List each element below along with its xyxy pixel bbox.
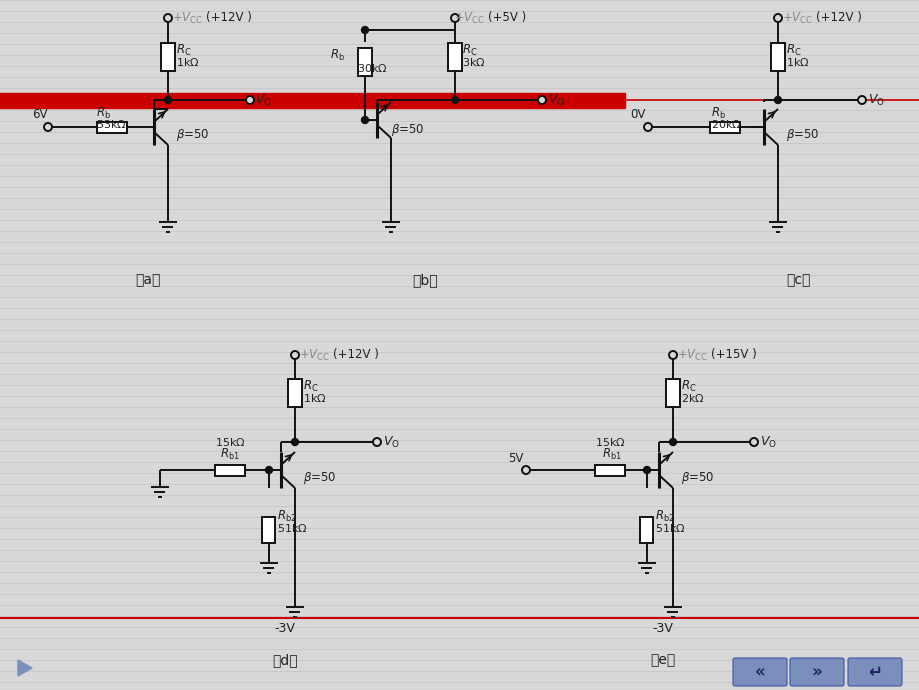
Text: $+V_{\rm CC}$: $+V_{\rm CC}$ bbox=[453, 10, 484, 26]
Text: （b）: （b） bbox=[412, 273, 437, 287]
Text: -3V: -3V bbox=[274, 622, 295, 635]
Bar bbox=[215, 464, 244, 475]
Text: (+12V ): (+12V ) bbox=[815, 12, 861, 25]
Text: $V_{\rm O}$: $V_{\rm O}$ bbox=[867, 92, 884, 108]
Text: $\beta$=50: $\beta$=50 bbox=[680, 470, 714, 486]
Text: (+5V ): (+5V ) bbox=[487, 12, 526, 25]
Circle shape bbox=[643, 123, 652, 131]
Bar bbox=[262, 517, 275, 543]
Polygon shape bbox=[18, 660, 32, 676]
Text: $R_{\rm b}$: $R_{\rm b}$ bbox=[710, 106, 725, 121]
Text: $\beta$=50: $\beta$=50 bbox=[176, 127, 210, 143]
Text: 30k$\Omega$: 30k$\Omega$ bbox=[357, 62, 387, 74]
Text: $+V_{\rm CC}$: $+V_{\rm CC}$ bbox=[781, 10, 812, 26]
Circle shape bbox=[774, 97, 780, 104]
Text: $R_{\rm C}$: $R_{\rm C}$ bbox=[461, 43, 477, 57]
Circle shape bbox=[372, 438, 380, 446]
Text: -3V: -3V bbox=[652, 622, 673, 635]
Text: （e）: （e） bbox=[650, 653, 675, 667]
Text: $+V_{\rm CC}$: $+V_{\rm CC}$ bbox=[299, 348, 330, 362]
Circle shape bbox=[245, 96, 254, 104]
Bar bbox=[96, 121, 127, 132]
Text: (+12V ): (+12V ) bbox=[333, 348, 379, 362]
Bar bbox=[665, 379, 679, 407]
Text: 51k$\Omega$: 51k$\Omega$ bbox=[654, 522, 685, 534]
Circle shape bbox=[669, 439, 675, 446]
Text: (+12V ): (+12V ) bbox=[206, 12, 252, 25]
Bar bbox=[357, 48, 371, 76]
FancyBboxPatch shape bbox=[732, 658, 786, 686]
Text: $R_{\rm b2}$: $R_{\rm b2}$ bbox=[277, 509, 297, 524]
Text: 1k$\Omega$: 1k$\Omega$ bbox=[785, 56, 809, 68]
Circle shape bbox=[291, 439, 298, 446]
Text: $+V_{\rm CC}$: $+V_{\rm CC}$ bbox=[172, 10, 203, 26]
Text: （a）: （a） bbox=[135, 273, 161, 287]
Circle shape bbox=[361, 26, 369, 34]
Circle shape bbox=[773, 14, 781, 22]
Bar bbox=[288, 379, 301, 407]
Circle shape bbox=[521, 466, 529, 474]
Text: 51k$\Omega$: 51k$\Omega$ bbox=[277, 522, 307, 534]
Text: 3k$\Omega$: 3k$\Omega$ bbox=[461, 56, 485, 68]
Text: $R_{\rm b1}$: $R_{\rm b1}$ bbox=[220, 446, 240, 462]
Text: 6V: 6V bbox=[32, 108, 48, 121]
Bar bbox=[595, 464, 624, 475]
Text: 2k$\Omega$: 2k$\Omega$ bbox=[680, 392, 704, 404]
Text: 20k$\Omega$: 20k$\Omega$ bbox=[710, 118, 741, 130]
Text: $V_{\rm O}$: $V_{\rm O}$ bbox=[382, 435, 400, 450]
Bar bbox=[640, 517, 652, 543]
Circle shape bbox=[450, 14, 459, 22]
Text: $V_{\rm O}$: $V_{\rm O}$ bbox=[255, 92, 272, 108]
Circle shape bbox=[290, 351, 299, 359]
Text: 15k$\Omega$: 15k$\Omega$ bbox=[215, 436, 245, 448]
FancyBboxPatch shape bbox=[847, 658, 901, 686]
Text: $V_{\rm O}$: $V_{\rm O}$ bbox=[548, 92, 564, 108]
Circle shape bbox=[164, 14, 172, 22]
Text: (+15V ): (+15V ) bbox=[710, 348, 756, 362]
Text: （c）: （c） bbox=[785, 273, 810, 287]
Circle shape bbox=[451, 97, 458, 104]
Text: $R_{\rm C}$: $R_{\rm C}$ bbox=[176, 43, 191, 57]
Circle shape bbox=[668, 351, 676, 359]
Bar bbox=[770, 43, 784, 71]
Text: $R_{\rm C}$: $R_{\rm C}$ bbox=[302, 378, 318, 393]
FancyBboxPatch shape bbox=[789, 658, 843, 686]
Circle shape bbox=[538, 96, 545, 104]
Text: $R_{\rm b1}$: $R_{\rm b1}$ bbox=[601, 446, 621, 462]
Text: $R_{\rm b}$: $R_{\rm b}$ bbox=[96, 106, 111, 121]
Text: 1k$\Omega$: 1k$\Omega$ bbox=[176, 56, 199, 68]
Text: $R_{\rm C}$: $R_{\rm C}$ bbox=[785, 43, 800, 57]
Text: $\beta$=50: $\beta$=50 bbox=[391, 122, 424, 138]
Circle shape bbox=[642, 466, 650, 473]
Text: 0V: 0V bbox=[630, 108, 644, 121]
Text: （d）: （d） bbox=[272, 653, 298, 667]
Circle shape bbox=[749, 438, 757, 446]
Text: $V_{\rm O}$: $V_{\rm O}$ bbox=[759, 435, 776, 450]
Text: 53k$\Omega$: 53k$\Omega$ bbox=[96, 118, 127, 130]
Text: $R_{\rm b}$: $R_{\rm b}$ bbox=[330, 48, 345, 63]
Text: »: » bbox=[811, 663, 822, 681]
Text: $\beta$=50: $\beta$=50 bbox=[785, 127, 819, 143]
Text: «: « bbox=[754, 663, 765, 681]
Text: $R_{\rm b2}$: $R_{\rm b2}$ bbox=[654, 509, 675, 524]
Circle shape bbox=[165, 97, 171, 104]
Text: 1k$\Omega$: 1k$\Omega$ bbox=[302, 392, 326, 404]
Bar bbox=[161, 43, 175, 71]
Text: $R_{\rm C}$: $R_{\rm C}$ bbox=[680, 378, 696, 393]
Circle shape bbox=[266, 466, 272, 473]
Text: ↵: ↵ bbox=[868, 663, 881, 681]
Bar bbox=[709, 121, 739, 132]
Circle shape bbox=[44, 123, 52, 131]
Circle shape bbox=[361, 117, 369, 124]
Text: $+V_{\rm CC}$: $+V_{\rm CC}$ bbox=[676, 348, 708, 362]
Circle shape bbox=[857, 96, 865, 104]
Bar bbox=[448, 43, 461, 71]
Text: 5V: 5V bbox=[507, 451, 523, 464]
Text: 15k$\Omega$: 15k$\Omega$ bbox=[595, 436, 625, 448]
Text: $\beta$=50: $\beta$=50 bbox=[302, 470, 336, 486]
